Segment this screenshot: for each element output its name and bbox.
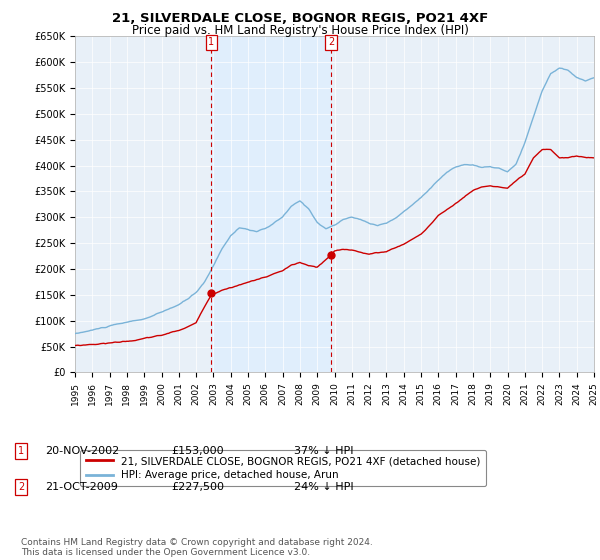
Text: 2: 2: [328, 38, 334, 48]
Text: Price paid vs. HM Land Registry's House Price Index (HPI): Price paid vs. HM Land Registry's House …: [131, 24, 469, 36]
Text: 21, SILVERDALE CLOSE, BOGNOR REGIS, PO21 4XF: 21, SILVERDALE CLOSE, BOGNOR REGIS, PO21…: [112, 12, 488, 25]
Text: £227,500: £227,500: [171, 482, 224, 492]
Text: 1: 1: [18, 446, 24, 456]
Bar: [211, 36, 331, 372]
Text: 2: 2: [18, 482, 24, 492]
Text: 20-NOV-2002: 20-NOV-2002: [45, 446, 119, 456]
Legend: 21, SILVERDALE CLOSE, BOGNOR REGIS, PO21 4XF (detached house), HPI: Average pric: 21, SILVERDALE CLOSE, BOGNOR REGIS, PO21…: [80, 450, 487, 487]
Text: 24% ↓ HPI: 24% ↓ HPI: [294, 482, 353, 492]
Text: 1: 1: [208, 38, 215, 48]
Text: 21-OCT-2009: 21-OCT-2009: [45, 482, 118, 492]
Text: £153,000: £153,000: [171, 446, 224, 456]
Text: Contains HM Land Registry data © Crown copyright and database right 2024.
This d: Contains HM Land Registry data © Crown c…: [21, 538, 373, 557]
Text: 37% ↓ HPI: 37% ↓ HPI: [294, 446, 353, 456]
